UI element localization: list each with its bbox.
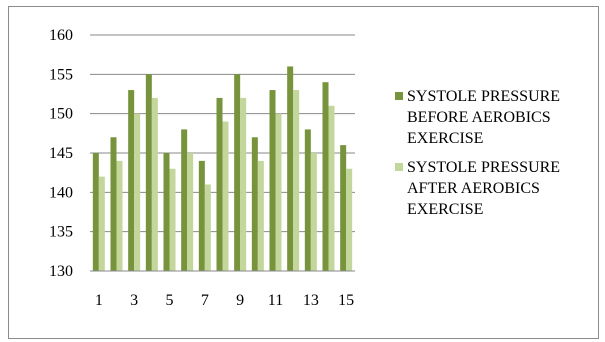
bar-after-11 (275, 113, 282, 272)
x-tick-label: 13 (303, 292, 319, 309)
y-axis-ticks: 130 135 140 145 150 155 160 (49, 27, 73, 280)
x-tick-label: 5 (166, 292, 174, 309)
x-tick-label: 7 (201, 292, 209, 309)
bar-before-6 (181, 129, 188, 271)
bar-after-4 (151, 97, 158, 271)
bar-before-7 (198, 160, 205, 271)
bar-before-13 (304, 129, 311, 271)
bar-before-10 (251, 137, 258, 271)
legend-swatch-after (395, 163, 403, 171)
bar-after-2 (116, 160, 123, 271)
y-tick-label: 160 (49, 27, 73, 44)
chart-frame (8, 6, 599, 339)
bar-after-6 (187, 153, 194, 271)
legend-label-after: SYSTOLE PRESSURE AFTER AEROBICS EXERCISE (407, 159, 561, 218)
bar-before-2 (110, 137, 117, 271)
x-tick-label: 9 (236, 292, 244, 309)
bar-after-1 (98, 176, 105, 271)
bar-after-9 (240, 97, 247, 271)
x-axis-ticks: 1 3 5 7 9 11 13 15 (95, 292, 354, 309)
bar-after-13 (310, 153, 317, 271)
y-tick-label: 150 (49, 106, 73, 123)
bar-after-3 (134, 113, 141, 272)
bars (92, 66, 353, 272)
x-tick-label: 1 (95, 292, 103, 309)
legend-swatch-before (395, 92, 403, 100)
x-tick-label: 3 (130, 292, 138, 309)
bar-after-10 (257, 160, 264, 271)
bar-before-15 (340, 145, 347, 271)
bar-before-12 (287, 66, 294, 271)
y-tick-label: 135 (49, 224, 73, 241)
y-tick-label: 140 (49, 184, 73, 201)
legend-label-before: SYSTOLE PRESSURE BEFORE AEROBICS EXERCIS… (407, 88, 561, 147)
x-tick-label: 11 (268, 292, 283, 309)
bar-after-7 (204, 184, 211, 271)
bar-before-1 (92, 153, 99, 271)
legend-item-after: SYSTOLE PRESSURE AFTER AEROBICS EXERCISE (395, 157, 600, 220)
bar-before-5 (163, 153, 170, 271)
bar-before-9 (234, 74, 241, 271)
bar-after-14 (328, 105, 335, 271)
x-tick-label: 15 (338, 292, 354, 309)
bar-before-3 (128, 90, 135, 271)
bar-after-12 (293, 90, 300, 271)
legend: SYSTOLE PRESSURE BEFORE AEROBICS EXERCIS… (395, 86, 600, 228)
bar-before-8 (216, 97, 223, 271)
bar-after-15 (346, 168, 353, 271)
bar-before-14 (322, 82, 329, 271)
y-tick-label: 130 (49, 263, 73, 280)
y-tick-label: 155 (49, 66, 73, 83)
y-tick-label: 145 (49, 145, 73, 162)
bar-after-8 (222, 121, 229, 272)
bar-after-5 (169, 168, 176, 271)
bar-before-11 (269, 90, 276, 271)
legend-item-before: SYSTOLE PRESSURE BEFORE AEROBICS EXERCIS… (395, 86, 600, 149)
bar-before-4 (145, 74, 152, 271)
